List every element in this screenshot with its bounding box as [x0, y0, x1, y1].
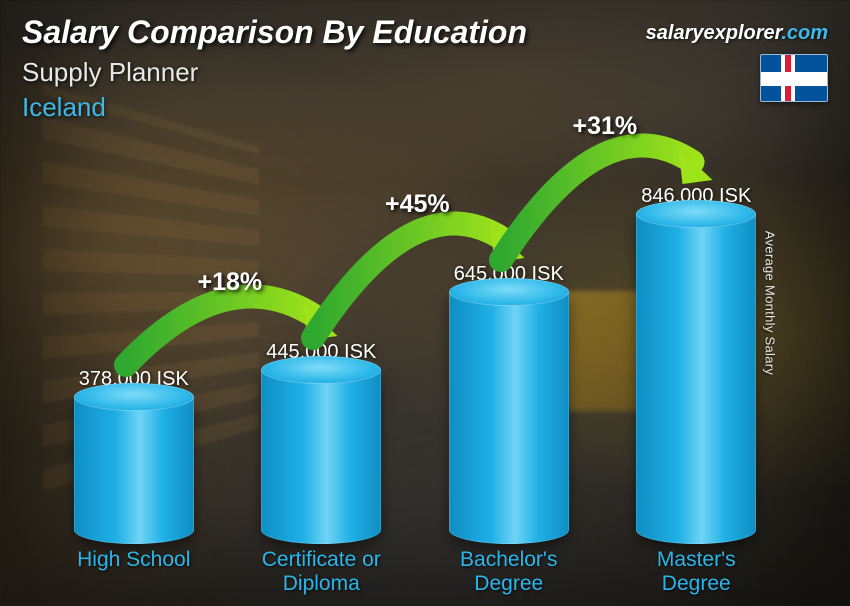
increase-percent: +18% — [198, 268, 263, 297]
bar-shape — [74, 397, 194, 544]
bar-label: Master'sDegree — [611, 544, 781, 592]
job-title: Supply Planner — [22, 57, 828, 88]
brand-logo: salaryexplorer.com — [646, 22, 828, 45]
bar-label: High School — [49, 544, 219, 592]
bar-label: Bachelor'sDegree — [424, 544, 594, 592]
brand-suffix: .com — [781, 22, 828, 44]
increase-percent: +45% — [385, 190, 450, 219]
labels-container: High School Certificate orDiploma Bachelor… — [40, 544, 790, 592]
flag-icon — [760, 54, 828, 102]
bar-label: Certificate orDiploma — [236, 544, 406, 592]
increase-percent: +31% — [573, 112, 638, 141]
bar-chart: 378,000 ISK445,000 ISK645,000 ISK846,000… — [40, 150, 790, 592]
brand-name: salaryexplorer — [646, 22, 782, 44]
